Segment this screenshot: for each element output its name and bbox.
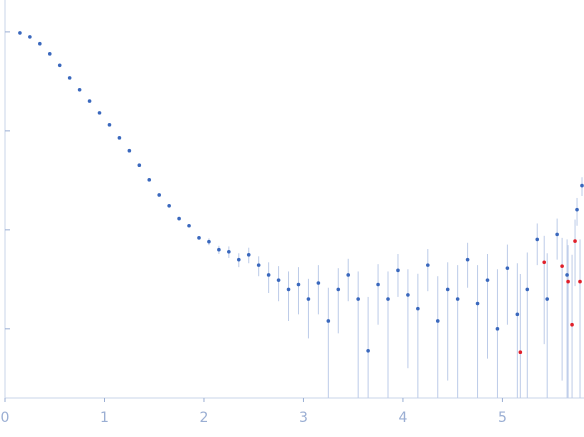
data-point	[542, 260, 547, 265]
x-tick-label: 0	[1, 410, 10, 426]
data-point	[485, 278, 490, 282]
data-point	[107, 123, 112, 127]
data-point	[296, 282, 301, 287]
x-tick-label: 3	[299, 410, 308, 426]
data-point	[77, 87, 82, 92]
data-point	[246, 252, 251, 257]
data-point	[396, 268, 400, 273]
data-point	[366, 348, 370, 353]
data-point	[566, 279, 570, 284]
data-point	[127, 148, 132, 153]
data-point	[316, 281, 321, 285]
data-point	[346, 273, 351, 277]
data-point	[207, 239, 211, 244]
data-point	[555, 232, 559, 237]
data-point	[87, 99, 92, 103]
data-point	[28, 35, 32, 39]
data-point	[435, 319, 440, 323]
data-point	[416, 306, 420, 311]
data-point	[565, 273, 569, 277]
x-tick-label: 4	[398, 410, 407, 426]
data-point	[67, 76, 72, 80]
data-point	[525, 287, 530, 292]
data-point	[217, 247, 221, 252]
data-point	[177, 216, 181, 221]
data-point	[575, 207, 579, 212]
data-point	[535, 237, 540, 242]
data-point	[306, 297, 311, 301]
data-point	[578, 279, 582, 284]
data-point	[445, 287, 450, 292]
data-point	[455, 297, 460, 301]
data-point	[560, 264, 564, 268]
data-point	[505, 266, 510, 270]
data-point	[426, 263, 430, 267]
data-point	[187, 223, 191, 228]
data-point	[227, 250, 231, 254]
data-point	[475, 301, 480, 306]
x-tick-label: 2	[200, 410, 209, 426]
data-point	[117, 136, 122, 140]
data-point	[157, 193, 162, 197]
data-point	[515, 312, 520, 317]
data-point	[376, 282, 380, 287]
data-point	[495, 327, 500, 331]
data-point	[147, 178, 152, 182]
data-point	[573, 239, 577, 243]
data-point	[386, 297, 390, 301]
data-point	[336, 287, 341, 292]
data-point	[356, 297, 360, 301]
data-point	[580, 183, 584, 188]
data-point	[18, 31, 22, 35]
data-point	[286, 287, 291, 292]
data-point	[236, 257, 241, 262]
data-point	[197, 236, 201, 240]
data-point	[47, 52, 52, 56]
x-tick-label: 5	[498, 410, 507, 426]
data-point	[570, 322, 574, 327]
x-tick-label: 1	[100, 410, 109, 426]
data-point	[97, 111, 102, 115]
data-point	[57, 63, 62, 68]
data-point	[266, 273, 271, 277]
data-point	[167, 203, 171, 208]
data-point	[545, 297, 549, 301]
data-point	[137, 163, 142, 167]
data-point	[38, 41, 42, 46]
data-point	[518, 350, 523, 355]
data-point	[406, 293, 410, 297]
data-point	[256, 263, 261, 267]
data-point	[276, 278, 281, 282]
data-point	[326, 319, 331, 323]
data-point	[465, 257, 470, 262]
